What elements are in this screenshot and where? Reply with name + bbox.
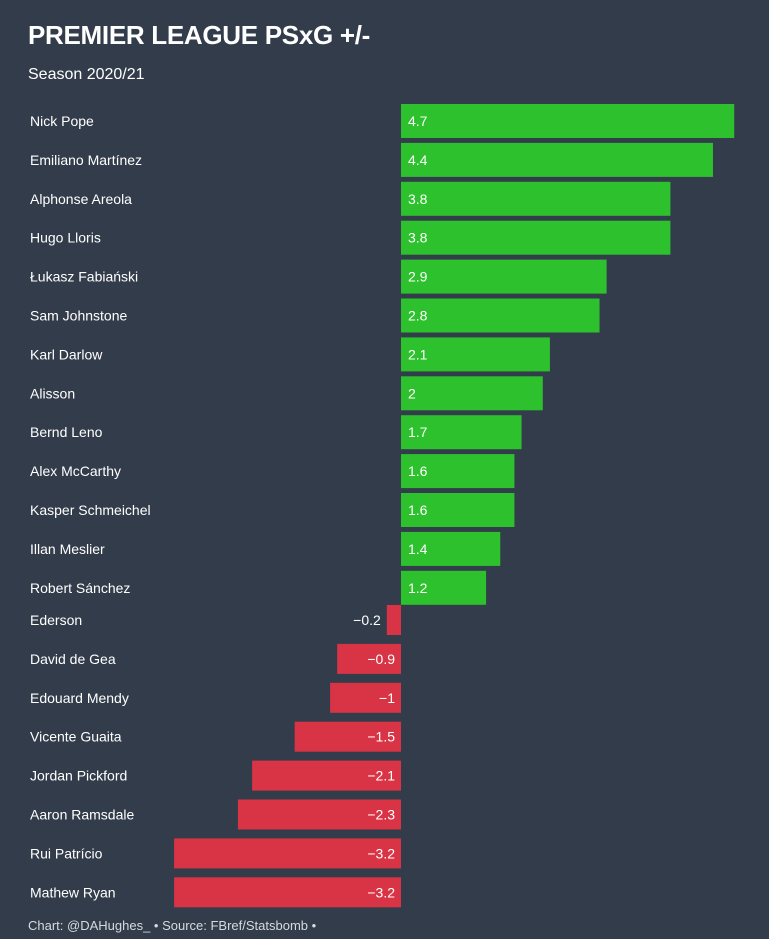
bar-positive <box>401 454 515 489</box>
bar-positive <box>401 531 501 566</box>
bar-row: Edouard Mendy −1 <box>30 682 401 713</box>
chart-title: PREMIER LEAGUE PSxG +/- <box>28 20 371 50</box>
bar-row: Mathew Ryan −3.2 <box>30 877 401 908</box>
bar-negative <box>252 760 401 791</box>
player-name-label: Alphonse Areola <box>30 191 132 207</box>
chart-footer: Chart: @DAHughes_ • Source: FBref/Statsb… <box>28 918 317 933</box>
bar-positive <box>401 570 487 605</box>
player-name-label: Vicente Guaita <box>30 729 122 745</box>
player-name-label: Rui Patrício <box>30 845 103 861</box>
player-name-label: Ederson <box>30 612 82 628</box>
bar-value-label: −2.1 <box>367 768 395 784</box>
bar-value-label: 4.4 <box>408 152 428 168</box>
bar-row: Robert Sánchez 1.2 <box>30 570 487 605</box>
bar-value-label: 2.1 <box>408 346 428 362</box>
bar-positive <box>401 104 735 138</box>
bar-row: Aaron Ramsdale −2.3 <box>30 799 401 830</box>
bar-row: Nick Pope 4.7 <box>30 104 735 138</box>
bar-positive <box>401 181 671 216</box>
bar-value-label: 3.8 <box>408 230 428 246</box>
bar-row: Łukasz Fabiański 2.9 <box>30 259 607 294</box>
bar-negative <box>386 605 401 635</box>
player-name-label: Karl Darlow <box>30 346 103 362</box>
bar-value-label: 3.8 <box>408 191 428 207</box>
bar-value-label: 2.9 <box>408 269 428 285</box>
bar-row: Illan Meslier 1.4 <box>30 531 501 566</box>
bar-row: Bernd Leno 1.7 <box>30 415 522 450</box>
bar-row: Kasper Schmeichel 1.6 <box>30 493 515 527</box>
bar-value-label: 2 <box>408 385 416 401</box>
player-name-label: Aaron Ramsdale <box>30 807 134 823</box>
chart-subtitle: Season 2020/21 <box>28 66 145 83</box>
player-name-label: Nick Pope <box>30 113 94 129</box>
bar-value-label: 1.6 <box>408 502 428 518</box>
bar-value-label: 1.6 <box>408 463 428 479</box>
player-name-label: Illan Meslier <box>30 541 105 557</box>
bar-positive <box>401 415 522 450</box>
bar-row: Sam Johnstone 2.8 <box>30 298 600 333</box>
bar-negative <box>174 877 401 908</box>
player-name-label: Kasper Schmeichel <box>30 502 151 518</box>
bar-row: Hugo Lloris 3.8 <box>30 220 671 255</box>
bar-positive <box>401 337 550 372</box>
player-name-label: Łukasz Fabiański <box>30 269 138 285</box>
bar-negative <box>237 799 401 830</box>
bar-value-label: −1.5 <box>367 729 395 745</box>
player-name-label: David de Gea <box>30 651 116 667</box>
bar-positive <box>401 259 607 294</box>
player-name-label: Robert Sánchez <box>30 580 130 596</box>
bar-positive <box>401 142 713 177</box>
player-name-label: Bernd Leno <box>30 424 103 440</box>
bar-value-label: 1.7 <box>408 424 428 440</box>
bar-row: Vicente Guaita −1.5 <box>30 721 401 752</box>
bar-row: Ederson −0.2 <box>30 605 401 635</box>
bar-positive <box>401 298 600 333</box>
bar-value-label: −3.2 <box>367 884 395 900</box>
bar-value-label: −3.2 <box>367 845 395 861</box>
bar-row: Alex McCarthy 1.6 <box>30 454 515 489</box>
bar-positive <box>401 220 671 255</box>
bar-row: Alphonse Areola 3.8 <box>30 181 671 216</box>
bar-value-label: 1.4 <box>408 541 428 557</box>
bar-positive <box>401 376 543 411</box>
player-name-label: Hugo Lloris <box>30 230 101 246</box>
bar-value-label: 4.7 <box>408 113 428 129</box>
player-name-label: Alex McCarthy <box>30 463 121 479</box>
player-name-label: Alisson <box>30 385 75 401</box>
player-name-label: Sam Johnstone <box>30 308 127 324</box>
bar-value-label: −2.3 <box>367 807 395 823</box>
bar-value-label: −0.2 <box>353 612 381 628</box>
bar-value-label: −1 <box>379 690 395 706</box>
bar-row: Emiliano Martínez 4.4 <box>30 142 713 177</box>
bar-value-label: −0.9 <box>367 651 395 667</box>
player-name-label: Edouard Mendy <box>30 690 129 706</box>
player-name-label: Emiliano Martínez <box>30 152 142 168</box>
bar-positive <box>401 493 515 527</box>
bar-negative <box>337 643 401 674</box>
bar-negative <box>174 838 401 869</box>
bar-row: Jordan Pickford −2.1 <box>30 760 401 791</box>
bar-value-label: 2.8 <box>408 308 428 324</box>
bar-negative <box>294 721 401 752</box>
bar-row: Rui Patrício −3.2 <box>30 838 401 869</box>
player-name-label: Mathew Ryan <box>30 884 116 900</box>
bar-value-label: 1.2 <box>408 580 428 596</box>
bar-negative <box>330 682 401 713</box>
bar-row: David de Gea −0.9 <box>30 643 401 674</box>
player-name-label: Jordan Pickford <box>30 768 127 784</box>
bar-row: Karl Darlow 2.1 <box>30 337 550 372</box>
bar-row: Alisson 2 <box>30 376 543 411</box>
